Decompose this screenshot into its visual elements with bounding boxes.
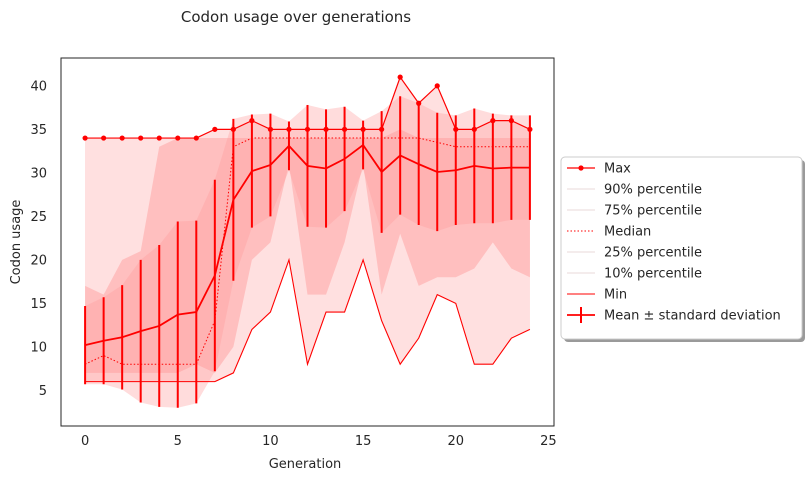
chart-title: Codon usage over generations <box>181 8 411 26</box>
legend-item: 75% percentile <box>567 204 702 219</box>
legend-label: Median <box>604 225 651 240</box>
y-tick-label: 20 <box>30 253 47 268</box>
legend-box <box>560 156 803 340</box>
max-marker <box>82 135 88 141</box>
legend-label: 75% percentile <box>604 204 702 219</box>
max-marker <box>397 74 403 80</box>
legend-item: Min <box>567 288 627 303</box>
max-marker <box>101 135 107 141</box>
x-tick-label: 0 <box>81 434 89 449</box>
plot-frame <box>60 57 555 427</box>
y-tick-label: 25 <box>30 210 47 225</box>
max-marker <box>156 135 162 141</box>
legend-item: Median <box>567 225 651 240</box>
x-tick-label: 20 <box>447 434 464 449</box>
y-axis-label: Codon usage <box>9 200 24 285</box>
x-axis-label: Generation <box>269 457 342 472</box>
y-tick-label: 15 <box>30 297 47 312</box>
max-marker <box>119 135 125 141</box>
max-marker <box>193 135 199 141</box>
y-tick-label: 5 <box>39 384 47 399</box>
legend: Max 90% percentile 75% percentile Median 25%… <box>560 156 805 342</box>
error-bars <box>84 96 531 408</box>
legend-item: Mean ± standard deviation <box>567 307 781 324</box>
x-tick-label: 15 <box>355 434 372 449</box>
max-marker <box>175 135 181 141</box>
y-tick-label: 30 <box>30 166 47 181</box>
y-axis-ticks: 5 10 15 20 25 30 35 40 <box>30 79 47 398</box>
max-marker <box>212 126 218 132</box>
legend-item: Max <box>567 162 631 177</box>
legend-label: 25% percentile <box>604 246 702 261</box>
legend-label: Min <box>604 288 627 303</box>
legend-marker-max <box>578 165 584 171</box>
legend-items: Max 90% percentile 75% percentile Median 25%… <box>567 162 781 324</box>
legend-item: 10% percentile <box>567 267 702 282</box>
y-tick-label: 40 <box>30 79 47 94</box>
legend-label: 90% percentile <box>604 183 702 198</box>
x-tick-label: 10 <box>262 434 279 449</box>
max-marker <box>138 135 144 141</box>
y-tick-label: 35 <box>30 123 47 138</box>
legend-item: 25% percentile <box>567 246 702 261</box>
x-tick-label: 25 <box>540 434 557 449</box>
legend-label: Mean ± standard deviation <box>604 309 781 324</box>
legend-label: 10% percentile <box>604 267 702 282</box>
legend-label: Max <box>604 162 631 177</box>
legend-item: 90% percentile <box>567 183 702 198</box>
y-tick-label: 10 <box>30 340 47 355</box>
x-tick-label: 5 <box>174 434 182 449</box>
x-axis-ticks: 0 5 10 15 20 25 <box>81 434 557 449</box>
max-marker <box>434 83 440 89</box>
